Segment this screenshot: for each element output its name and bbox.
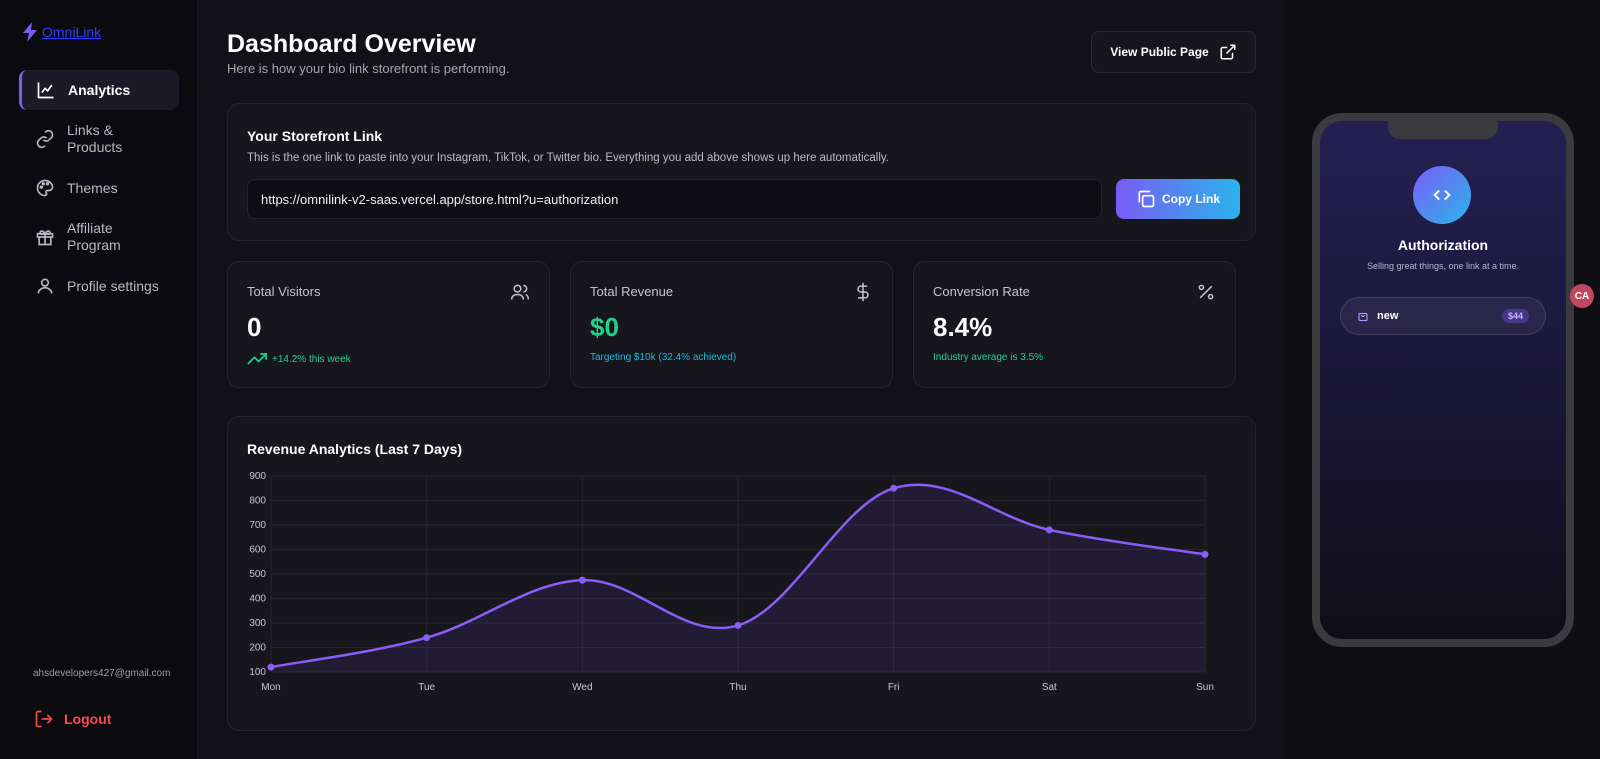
sidebar-item-label: Themes [67,180,118,196]
stat-label: Total Visitors [247,284,321,299]
stat-label: Total Revenue [590,284,674,299]
y-tick-label: 500 [249,569,266,580]
y-tick-label: 600 [249,545,266,556]
floating-translate-badge[interactable]: CA [1570,284,1594,308]
sidebar-item-label: Analytics [68,82,131,98]
stat-note-text: +14.2% this week [272,353,351,365]
storefront-description: This is the one link to paste into your … [247,152,889,164]
x-tick-label: Tue [418,682,435,693]
data-point [1201,550,1209,558]
copy-icon [1138,190,1155,208]
page-subtitle: Here is how your bio link storefront is … [227,61,510,76]
preview-product-name: new [1377,310,1399,322]
sidebar-item-links-products[interactable]: Links & Products [19,115,179,163]
stat-value: $0 [590,312,619,342]
data-point [423,634,431,642]
preview-store-name: Authorization [1397,237,1489,253]
phone-notch [1388,121,1498,139]
sidebar: OmniLink Analytics Links & Products Them… [0,0,198,759]
chart-line-icon [37,82,54,99]
preview-tagline: Selling great things, one link at a time… [1366,261,1520,271]
storefront-preview-pane: Authorization Selling great things, one … [1284,0,1600,759]
series-area [271,484,1205,672]
data-point [1045,526,1053,534]
stat-note: Targeting $10k (32.4% achieved) [590,352,737,363]
trending-up-icon [247,353,267,365]
stat-card-visitors: Total Visitors 0 +14.2% this week [227,261,550,388]
revenue-line-chart: 100 200 300 400 500 600 700 800 900 Mon Tue Wed Thu F… [249,471,1214,693]
stat-card-conversion: Conversion Rate 8.4% Industry average is… [913,261,1236,388]
y-tick-label: 300 [249,618,266,629]
gift-icon [36,230,54,246]
logout-label: Logout [64,711,112,727]
brand-logo[interactable]: OmniLink [22,22,101,42]
users-icon [510,284,530,300]
view-public-label: View Public Page [1110,45,1209,59]
x-tick-label: Sun [1196,682,1214,693]
data-point [734,621,742,629]
sidebar-nav: Analytics Links & Products Themes Affili… [19,70,179,311]
copy-link-label: Copy Link [1161,192,1220,206]
revenue-chart-card: Revenue Analytics (Last 7 Days) 100 200 30… [227,416,1256,731]
x-tick-label: Wed [572,682,592,693]
stat-value: 8.4% [933,312,993,342]
sidebar-item-affiliate[interactable]: Affiliate Program [19,213,179,261]
logout-icon [35,710,53,728]
storefront-title: Your Storefront Link [247,128,383,144]
copy-link-button[interactable]: Copy Link [1116,179,1240,219]
y-tick-label: 900 [249,471,266,482]
y-tick-label: 800 [249,496,266,507]
stat-label: Conversion Rate [933,284,1030,299]
y-tick-label: 700 [249,520,266,531]
shopping-bag-icon [1358,312,1368,322]
brand-link[interactable]: OmniLink [42,24,102,40]
x-tick-label: Sat [1042,682,1057,693]
bolt-icon [23,22,37,42]
sidebar-item-label: Affiliate Program [67,220,121,253]
code-icon [1433,189,1451,201]
dollar-icon [857,282,869,302]
stat-card-revenue: Total Revenue $0 Targeting $10k (32.4% a… [570,261,893,388]
external-link-icon [1220,44,1236,60]
sidebar-item-label: Profile settings [67,278,159,294]
preview-product-price: $44 [1501,309,1529,323]
sidebar-item-themes[interactable]: Themes [19,168,179,208]
user-email: ahsdevelopers427@gmail.com [33,668,171,679]
preview-product-link[interactable]: new $44 [1340,297,1546,335]
stat-value: 0 [247,312,262,342]
y-tick-label: 400 [249,594,266,605]
user-icon [37,278,53,294]
chart-title: Revenue Analytics (Last 7 Days) [247,441,463,457]
page-title: Dashboard Overview [227,30,476,58]
storefront-link-card: Your Storefront Link This is the one lin… [227,103,1256,241]
logout-button[interactable]: Logout [34,709,111,729]
x-tick-label: Fri [888,682,900,693]
y-tick-label: 200 [249,643,266,654]
x-tick-label: Mon [261,682,280,693]
data-point [578,576,586,584]
stat-note: +14.2% this week [247,352,351,366]
main-content: Dashboard Overview Here is how your bio … [198,0,1284,759]
stat-note: Industry average is 3.5% [933,352,1044,363]
percent-icon [1198,284,1214,300]
y-tick-label: 100 [249,667,266,678]
x-tick-label: Thu [729,682,746,693]
view-public-page-button[interactable]: View Public Page [1091,31,1256,73]
sidebar-item-analytics[interactable]: Analytics [19,70,179,110]
data-point [267,663,275,671]
palette-icon [36,179,54,197]
store-avatar [1413,166,1471,224]
storefront-url-input[interactable]: https://omnilink-v2-saas.vercel.app/stor… [247,179,1102,219]
link-icon [36,129,54,149]
data-point [890,484,898,492]
sidebar-item-label: Links & Products [67,122,123,155]
sidebar-item-profile[interactable]: Profile settings [19,266,179,306]
phone-mockup: Authorization Selling great things, one … [1312,113,1574,647]
